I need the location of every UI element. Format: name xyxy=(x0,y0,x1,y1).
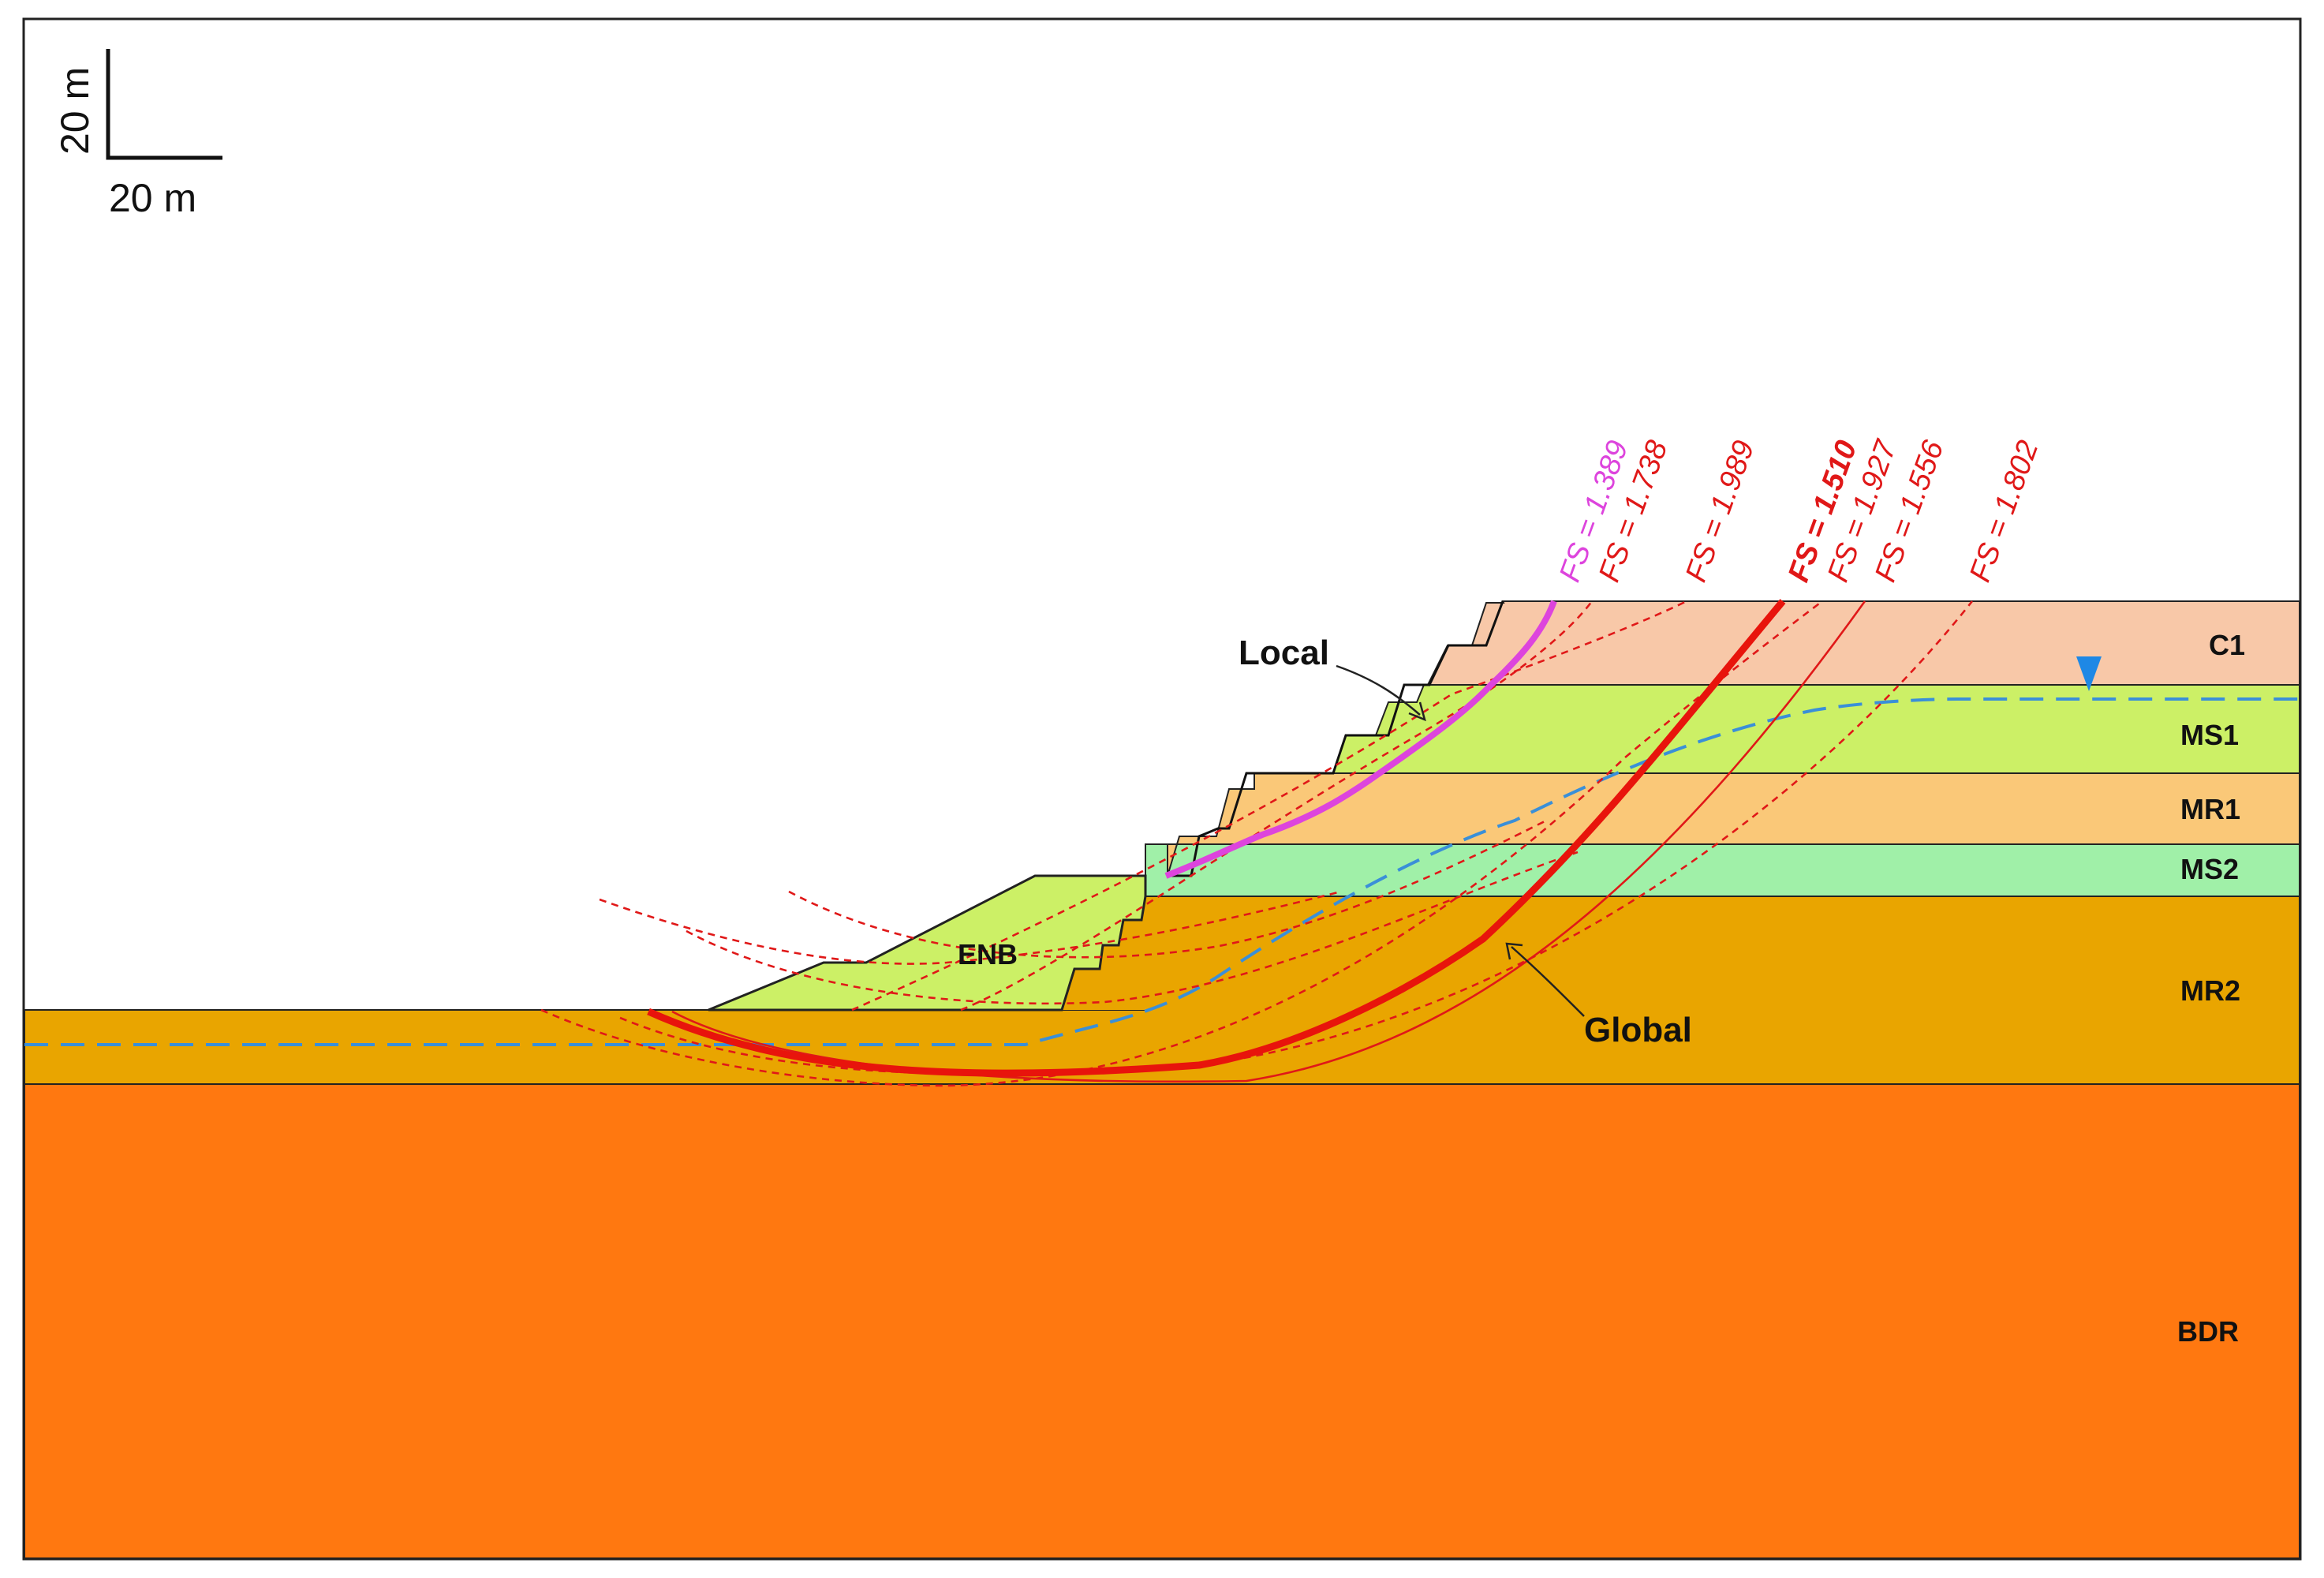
layer-label-ms1: MS1 xyxy=(2180,719,2239,751)
layer-label-c1: C1 xyxy=(2209,629,2245,661)
callout-global-label: Global xyxy=(1584,1011,1692,1049)
layer-label-ms2: MS2 xyxy=(2180,853,2239,885)
slip-surface-extra-c xyxy=(788,819,1547,959)
scale-bar-horizontal-label: 20 m xyxy=(109,176,196,220)
layer-label-mr1: MR1 xyxy=(2180,793,2240,825)
layer-label-bdr: BDR xyxy=(2177,1315,2239,1348)
slip-surface-local xyxy=(1164,600,1557,879)
slip-surface-fs-1556 xyxy=(671,600,1866,1083)
water-table xyxy=(24,697,2300,1046)
slip-surface-global xyxy=(647,599,1786,1077)
layer-bdr xyxy=(24,1083,2300,1559)
layer-label-mr2: MR2 xyxy=(2180,974,2240,1007)
slip-surface-fs-1989 xyxy=(851,600,1687,1011)
slip-surface-fs-1802 xyxy=(619,600,1974,1075)
layer-c1 xyxy=(1426,600,2300,686)
layer-ms2 xyxy=(1145,843,2300,897)
scale-bar-vertical-label: 20 m xyxy=(53,67,97,155)
scale-bar: 20 m 20 m xyxy=(53,49,222,220)
layer-label-enb: ENB xyxy=(958,938,1018,970)
callout-global: Global xyxy=(1505,942,1692,1049)
callout-local-label: Local xyxy=(1239,634,1329,672)
layer-enb xyxy=(708,874,1147,1011)
layer-labels: C1 MS1 MR1 MS2 MR2 BDR ENB xyxy=(958,629,2245,1348)
water-table-marker xyxy=(2076,656,2102,691)
slip-surface-extra-a xyxy=(599,890,1342,965)
callout-local: Local xyxy=(1239,634,1426,722)
slip-surface-extra-b xyxy=(686,851,1579,1005)
